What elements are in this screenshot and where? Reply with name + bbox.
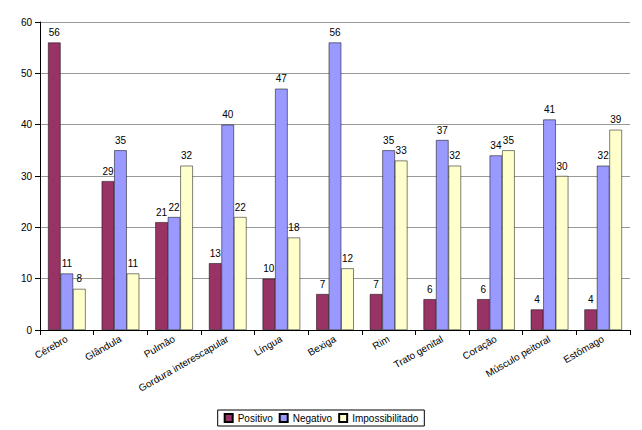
svg-text:4: 4	[534, 294, 540, 305]
svg-text:60: 60	[21, 17, 33, 28]
svg-text:32: 32	[598, 150, 610, 161]
svg-text:37: 37	[437, 125, 449, 136]
svg-text:4: 4	[588, 294, 594, 305]
svg-text:18: 18	[288, 222, 300, 233]
svg-text:Língua: Língua	[252, 333, 284, 358]
svg-text:Glândula: Glândula	[83, 333, 123, 363]
svg-text:22: 22	[169, 202, 181, 213]
svg-text:32: 32	[449, 150, 461, 161]
svg-text:Cérebro: Cérebro	[33, 333, 70, 361]
svg-text:11: 11	[62, 258, 73, 269]
svg-text:29: 29	[102, 166, 114, 177]
svg-text:Gordura interescapular: Gordura interescapular	[137, 333, 232, 394]
svg-text:Pulmão: Pulmão	[142, 333, 177, 360]
svg-text:33: 33	[396, 145, 408, 156]
svg-text:30: 30	[556, 161, 568, 172]
svg-text:7: 7	[320, 279, 326, 290]
svg-text:40: 40	[222, 109, 234, 120]
svg-text:Estômago: Estômago	[561, 333, 606, 365]
svg-text:32: 32	[181, 150, 193, 161]
svg-text:Músculo peitoral: Músculo peitoral	[484, 333, 552, 379]
svg-text:35: 35	[383, 135, 395, 146]
svg-text:Rim: Rim	[371, 333, 392, 351]
svg-text:30: 30	[21, 171, 33, 182]
svg-text:7: 7	[373, 279, 379, 290]
svg-text:41: 41	[544, 104, 556, 115]
svg-text:Negativo: Negativo	[293, 413, 333, 424]
svg-text:40: 40	[21, 119, 33, 130]
svg-text:56: 56	[329, 27, 341, 38]
svg-text:Positivo: Positivo	[238, 413, 273, 424]
svg-text:6: 6	[427, 284, 433, 295]
svg-text:Coração: Coração	[460, 333, 499, 362]
svg-text:50: 50	[21, 68, 33, 79]
svg-text:Trato genital: Trato genital	[392, 333, 445, 370]
svg-text:39: 39	[610, 114, 622, 125]
svg-text:47: 47	[276, 73, 288, 84]
svg-text:Bexiga: Bexiga	[306, 333, 338, 358]
svg-text:0: 0	[26, 325, 32, 336]
svg-text:56: 56	[49, 27, 61, 38]
svg-text:35: 35	[503, 135, 515, 146]
svg-text:8: 8	[77, 273, 83, 284]
svg-text:34: 34	[490, 140, 502, 151]
svg-text:10: 10	[263, 263, 275, 274]
svg-text:11: 11	[128, 258, 139, 269]
svg-text:13: 13	[210, 248, 222, 259]
svg-text:20: 20	[21, 222, 33, 233]
svg-text:22: 22	[235, 202, 247, 213]
svg-text:12: 12	[342, 253, 354, 264]
svg-text:Impossibilitado: Impossibilitado	[352, 413, 419, 424]
svg-text:35: 35	[115, 135, 127, 146]
svg-text:10: 10	[21, 273, 33, 284]
svg-text:21: 21	[156, 207, 168, 218]
svg-text:6: 6	[481, 284, 487, 295]
